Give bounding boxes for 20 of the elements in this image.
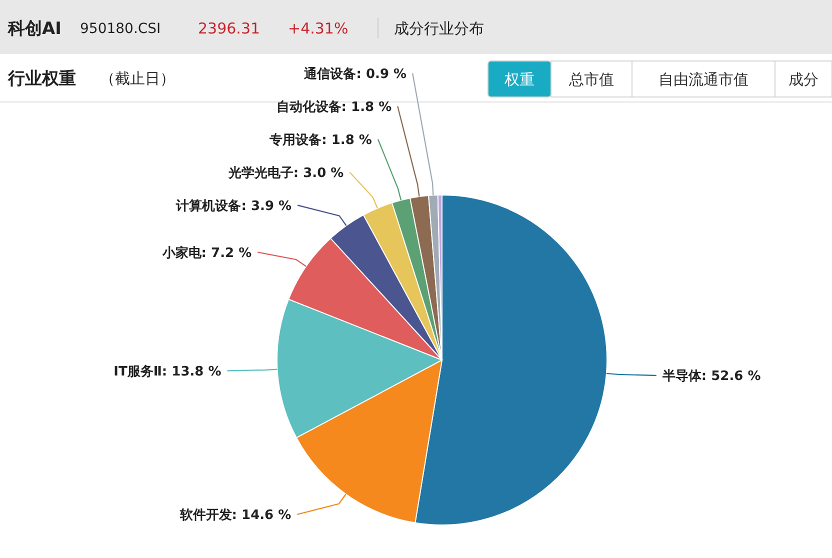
slice-label: 专用设备: 1.8 %: [268, 132, 372, 148]
text: 950180.CSI: [80, 20, 161, 37]
text: 权重: [504, 70, 534, 88]
slice-label: 通信设备: 0.9 %: [303, 66, 407, 82]
slice-label: 光学光电子: 3.0 %: [227, 166, 344, 181]
slice-label: IT服务Ⅱ: 13.8 %: [114, 364, 222, 380]
text: 总市值: [568, 70, 614, 88]
text: 成分行业分布: [394, 19, 484, 38]
slice-label: 计算机设备: 3.9 %: [175, 198, 292, 214]
text: 自由流通市值: [658, 70, 748, 88]
chart-subtitle: （截止日）: [100, 69, 175, 88]
text: 成分: [788, 70, 818, 88]
chart-title: 行业权重: [7, 68, 76, 89]
text: 2396.31: [198, 19, 260, 38]
text: 科创AI: [7, 18, 62, 39]
slice-label: 小家电: 7.2 %: [161, 244, 252, 261]
slice-label: 半导体: 52.6 %: [661, 369, 761, 384]
text: +4.31%: [288, 19, 348, 38]
slice-label: 软件开发: 14.6 %: [178, 508, 292, 523]
slice-label: 自动化设备: 1.8 %: [276, 100, 392, 115]
